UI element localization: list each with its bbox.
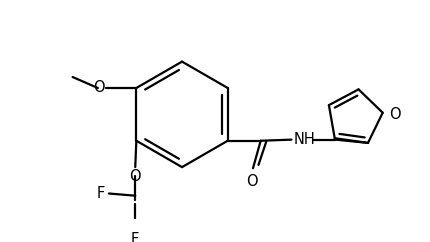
Text: O: O bbox=[389, 107, 401, 122]
Text: O: O bbox=[129, 169, 141, 184]
Text: F: F bbox=[131, 232, 139, 242]
Text: NH: NH bbox=[294, 132, 315, 147]
Text: F: F bbox=[96, 186, 104, 201]
Text: O: O bbox=[246, 174, 258, 189]
Text: O: O bbox=[93, 81, 104, 96]
